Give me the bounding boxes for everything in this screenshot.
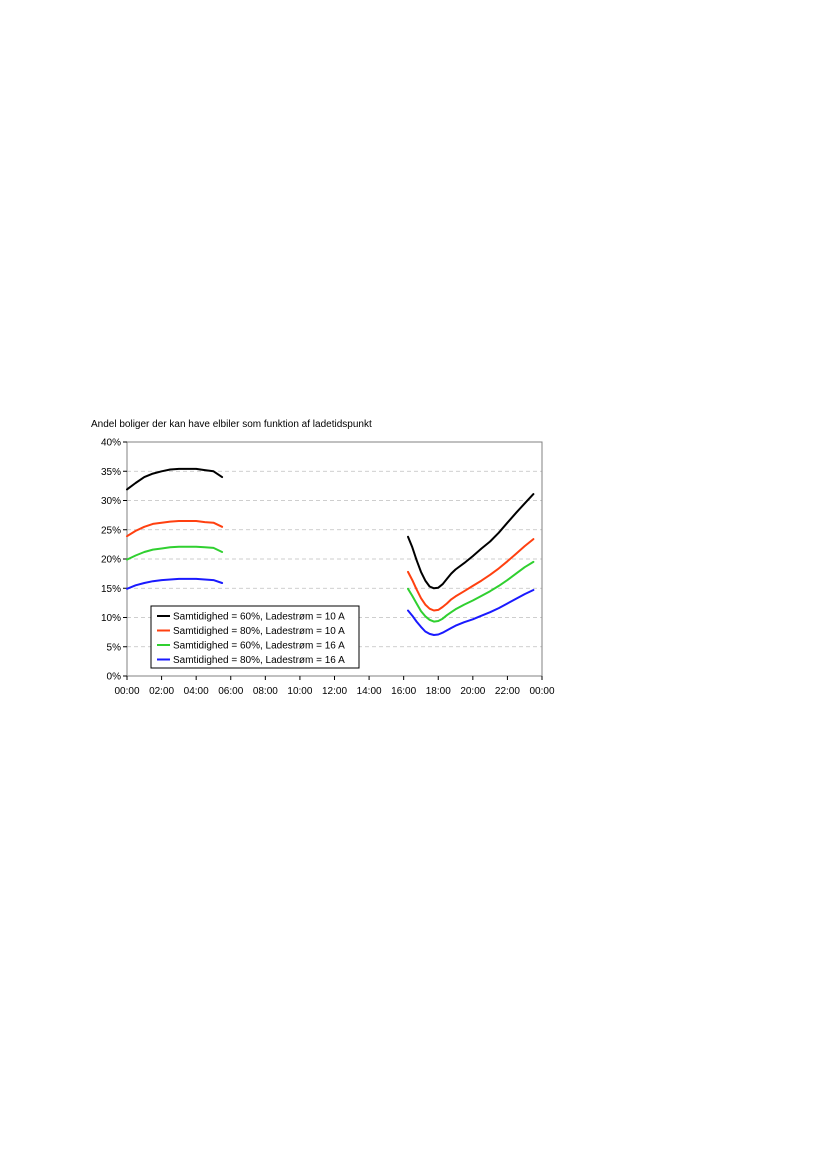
y-tick-label: 30%	[101, 496, 121, 507]
series-line-4	[126, 577, 224, 590]
legend-label: Samtidighed = 80%, Ladestrøm = 16 A	[173, 655, 345, 666]
series-line-1	[407, 493, 535, 590]
y-tick-label: 40%	[101, 438, 121, 449]
x-tick-label: 14:00	[357, 686, 382, 697]
x-tick-label: 20:00	[460, 686, 485, 697]
x-tick-label: 04:00	[184, 686, 209, 697]
x-tick-label: 08:00	[253, 686, 278, 697]
y-tick-label: 20%	[101, 555, 121, 566]
y-tick-label: 15%	[101, 584, 121, 595]
legend-box	[150, 605, 360, 669]
series-line-2	[407, 538, 535, 612]
y-tick-label: 5%	[107, 642, 122, 653]
series-line-2	[126, 520, 224, 538]
legend: Samtidighed = 60%, Ladestrøm = 10 A Samti…	[150, 605, 360, 669]
y-tick-label: 25%	[101, 525, 121, 536]
series-line-3	[126, 545, 224, 561]
y-tick-label: 0%	[107, 672, 122, 683]
x-tick-label: 00:00	[529, 686, 554, 697]
legend-label: Samtidighed = 60%, Ladestrøm = 10 A	[173, 612, 345, 623]
axes: 0% 5% 10% 15% 20% 25% 30% 35% 40% 00:00 02:00 04:00…	[101, 438, 555, 698]
x-tick-label: 22:00	[495, 686, 520, 697]
legend-label: Samtidighed = 80%, Ladestrøm = 10 A	[173, 626, 345, 637]
series-line-1	[126, 467, 224, 491]
chart-title: Andel boliger der kan have elbiler som f…	[91, 419, 372, 430]
x-tick-label: 12:00	[322, 686, 347, 697]
legend-label: Samtidighed = 60%, Ladestrøm = 16 A	[173, 641, 345, 652]
series-line-4	[407, 589, 535, 636]
x-tick-label: 10:00	[287, 686, 312, 697]
x-tick-label: 02:00	[149, 686, 174, 697]
x-tick-label: 16:00	[391, 686, 416, 697]
grid-lines	[127, 470, 542, 648]
x-tick-label: 18:00	[426, 686, 451, 697]
series-line-3	[407, 560, 535, 623]
series-lines	[126, 467, 535, 636]
y-tick-label: 10%	[101, 613, 121, 624]
y-tick-label: 35%	[101, 467, 121, 478]
x-tick-label: 06:00	[218, 686, 243, 697]
x-tick-label: 00:00	[114, 686, 139, 697]
